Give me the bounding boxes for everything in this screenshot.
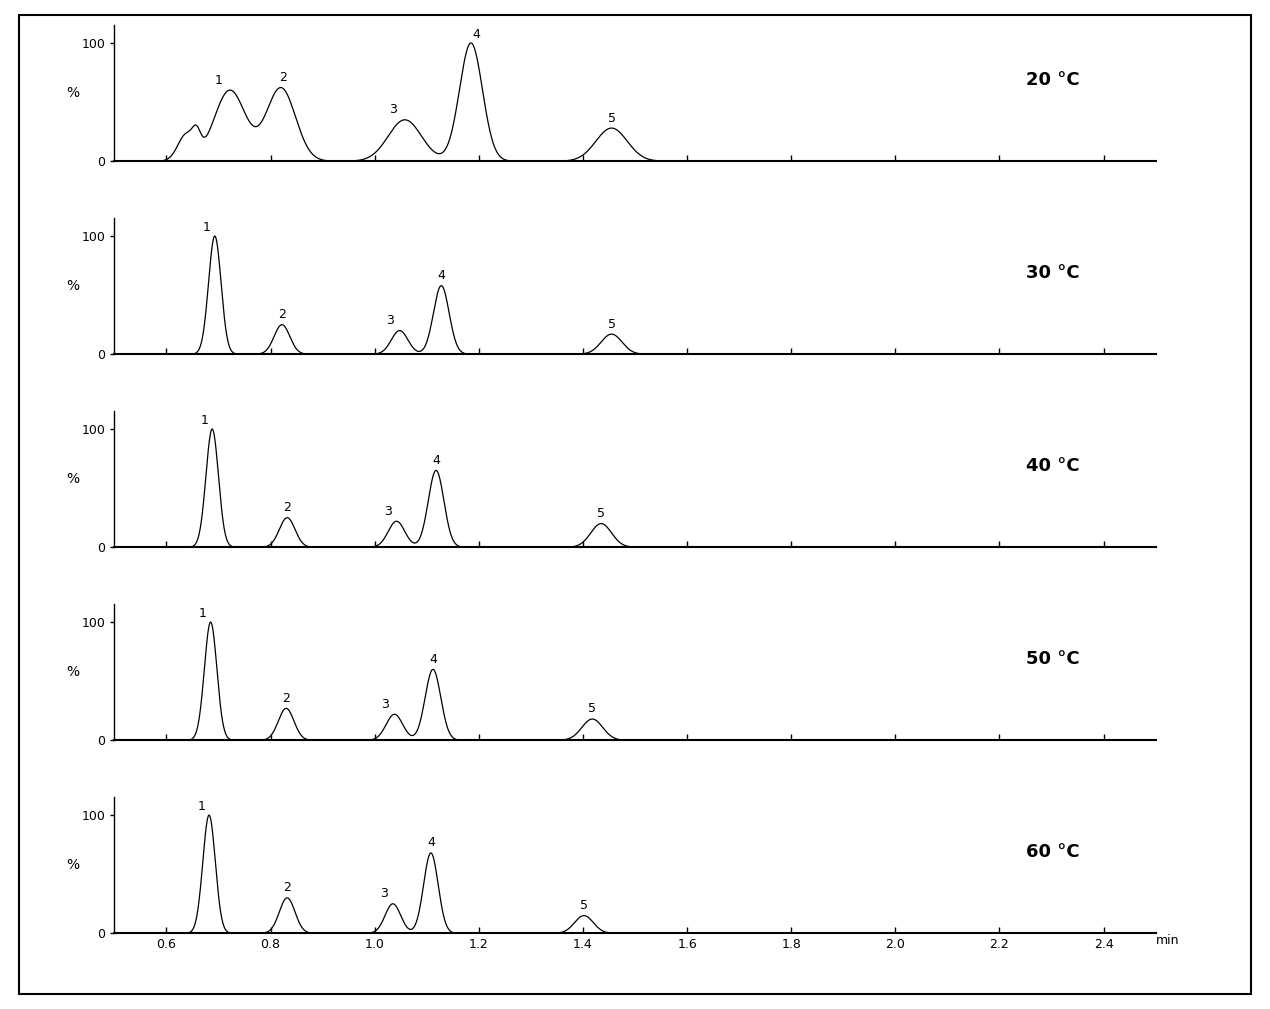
Y-axis label: %: % [66,859,80,873]
Text: 1: 1 [215,74,222,87]
Text: 60 °C: 60 °C [1026,843,1080,861]
Y-axis label: %: % [66,472,80,486]
Text: 5: 5 [607,318,616,331]
Text: 5: 5 [580,899,588,912]
Text: 2: 2 [278,308,286,321]
Text: 1: 1 [197,800,206,812]
Text: 1: 1 [199,606,207,620]
Text: 5: 5 [597,508,605,520]
Text: 3: 3 [380,887,387,900]
Y-axis label: %: % [66,665,80,679]
Text: 5: 5 [607,112,616,124]
Text: 20 °C: 20 °C [1026,71,1080,89]
Text: 1: 1 [201,414,208,427]
Text: 1: 1 [203,221,211,234]
Text: 4: 4 [437,269,446,283]
Text: 2: 2 [283,881,291,894]
Text: 4: 4 [472,27,480,40]
Text: 2: 2 [282,692,290,705]
Text: 30 °C: 30 °C [1026,263,1080,282]
Text: 4: 4 [432,454,439,467]
Text: 5: 5 [588,702,597,715]
Text: 50 °C: 50 °C [1026,650,1080,668]
Text: 40 °C: 40 °C [1026,457,1080,474]
Text: 4: 4 [429,653,437,666]
Text: 3: 3 [389,103,396,116]
Y-axis label: %: % [66,86,80,100]
Text: 4: 4 [427,836,434,850]
Text: 2: 2 [279,72,287,85]
Text: 3: 3 [381,698,389,710]
Text: min: min [1156,933,1180,946]
Text: 3: 3 [384,504,391,518]
Text: 2: 2 [283,501,291,515]
Text: 3: 3 [386,314,394,327]
Y-axis label: %: % [66,279,80,294]
